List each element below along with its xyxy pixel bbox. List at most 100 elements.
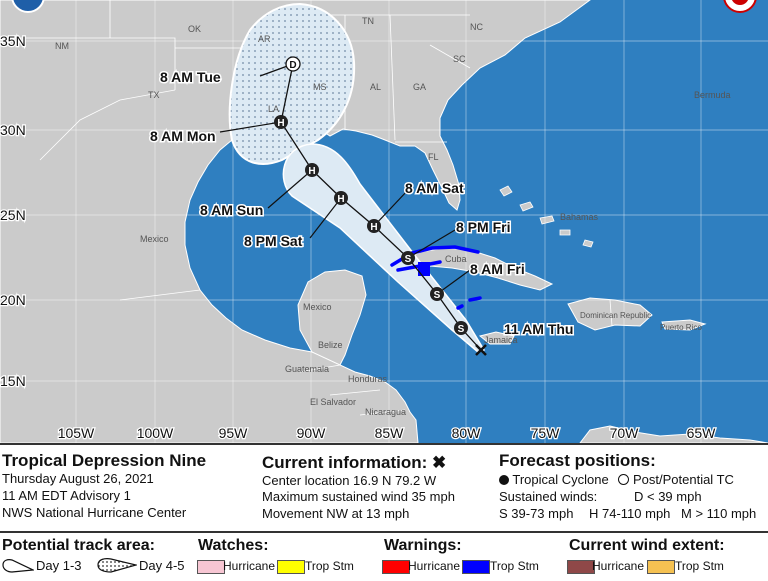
current-position-icon: ✖	[432, 453, 447, 472]
time-labels: 11 AM Thu 8 AM Fri 8 PM Fri 8 AM Sat 8 P…	[149, 68, 576, 339]
jamaica-island	[478, 331, 515, 345]
advisory-date: Thursday August 26, 2021	[2, 471, 154, 486]
warnings-heading: Warnings:	[384, 537, 462, 554]
forecast-point-7: D	[285, 56, 301, 72]
region-label: SC	[453, 54, 466, 64]
region-label: Puerto Rico	[660, 323, 702, 332]
svg-text:S: S	[405, 254, 412, 265]
wind-class-m: M > 110 mph	[681, 506, 757, 521]
forecast-point-2: S	[401, 251, 415, 265]
time-label-6: 8 AM Mon	[150, 128, 216, 144]
hispaniola-island	[567, 297, 653, 331]
region-labels: OK NM TX AR TN NC SC MS AL GA LA FL Berm…	[55, 16, 731, 417]
lon-label: 105W	[58, 425, 95, 441]
region-label: OK	[188, 24, 201, 34]
svg-text:S: S	[434, 290, 441, 301]
region-label: Nicaragua	[365, 407, 406, 417]
forecast-point-4: H	[334, 191, 348, 205]
hurricane-warning-label: Hurricane	[408, 559, 461, 573]
region-label: FL	[428, 152, 439, 162]
time-label-4: 8 PM Sat	[244, 233, 303, 249]
svg-text:H: H	[277, 118, 284, 129]
forecast-point-6: H	[274, 115, 288, 129]
tropical-storm-warning-patch	[418, 262, 430, 276]
south-america-coast	[579, 425, 768, 443]
hurricane-wind-swatch	[567, 560, 595, 574]
lon-label: 100W	[137, 425, 174, 441]
region-label: Belize	[318, 340, 343, 350]
svg-text:H: H	[308, 166, 315, 177]
lat-label: 15N	[0, 373, 26, 389]
time-label-3: 8 AM Sat	[405, 180, 464, 196]
svg-text:S: S	[458, 324, 465, 335]
noaa-logo	[11, 0, 45, 13]
lon-label: 70W	[610, 425, 640, 441]
forecast-positions-heading: Forecast positions:	[499, 451, 656, 470]
region-label: TX	[148, 90, 160, 100]
lat-label: 35N	[0, 33, 26, 49]
trop-storm-warning-label: Trop Stm	[490, 559, 539, 573]
svg-text:H: H	[337, 194, 344, 205]
region-label: TN	[362, 16, 374, 26]
lon-label: 80W	[452, 425, 482, 441]
trop-storm-wind-swatch	[647, 560, 675, 574]
nws-logo	[723, 0, 757, 13]
lon-label: 90W	[297, 425, 327, 441]
legend-divider	[0, 531, 768, 533]
hurricane-track-map: S S S H H H H D 11 AM Thu 8 AM Fri 8 PM …	[0, 0, 768, 443]
wind-class-s: S 39-73 mph	[499, 506, 574, 521]
region-label: Mexico	[303, 302, 332, 312]
lon-label: 85W	[375, 425, 405, 441]
region-label: Jamaica	[484, 335, 518, 345]
yucatan-peninsula	[297, 269, 367, 366]
hurricane-wind-label: Hurricane	[592, 559, 645, 573]
forecast-point-1: S	[430, 287, 444, 301]
wind-class-d: D < 39 mph	[634, 489, 702, 504]
day1-3-cone-icon	[2, 559, 34, 573]
trop-storm-watch-swatch	[277, 560, 305, 574]
storm-title: Tropical Depression Nine	[2, 451, 207, 470]
region-label: Bermuda	[694, 90, 731, 100]
lat-label: 25N	[0, 207, 26, 223]
open-circle-icon	[618, 474, 630, 485]
filled-circle-icon	[499, 475, 509, 485]
legend-panel: Tropical Depression Nine Thursday August…	[0, 443, 768, 581]
lat-label: 30N	[0, 122, 26, 138]
time-label-1: 8 AM Fri	[470, 261, 525, 277]
lon-label: 75W	[531, 425, 561, 441]
region-label: Cuba	[445, 254, 467, 264]
hurricane-watch-label: Hurricane	[223, 559, 276, 573]
forecast-point-0: S	[454, 321, 468, 335]
track-area-heading: Potential track area:	[2, 537, 155, 554]
advisory-number: 11 AM EDT Advisory 1	[2, 488, 131, 503]
region-label: MS	[313, 82, 327, 92]
lon-label: 65W	[687, 425, 717, 441]
current-position-marker	[475, 344, 487, 356]
trop-storm-warning-swatch	[462, 560, 490, 574]
bahamas-islands	[499, 185, 594, 248]
puerto-rico-island	[661, 319, 707, 331]
time-label-7: 8 AM Tue	[160, 69, 221, 85]
trop-storm-wind-label: Trop Stm	[675, 559, 724, 573]
time-label-5: 8 AM Sun	[200, 202, 263, 218]
forecast-point-5: H	[305, 163, 319, 177]
lon-label: 95W	[219, 425, 249, 441]
region-label: NM	[55, 41, 69, 51]
day1-3-label: Day 1-3	[36, 558, 82, 573]
forecast-point-3: H	[367, 219, 381, 233]
time-label-0: 11 AM Thu	[504, 321, 574, 337]
issuing-center: NWS National Hurricane Center	[2, 505, 187, 520]
hurricane-watch-swatch	[197, 560, 225, 574]
region-label: El Salvador	[310, 397, 356, 407]
center-location: Center location 16.9 N 79.2 W	[262, 473, 437, 488]
region-label: Dominican Republic	[580, 311, 651, 320]
day4-5-cone-icon	[97, 558, 137, 573]
region-label: Bahamas	[560, 212, 599, 222]
current-info-heading: Current information: ✖	[262, 453, 447, 472]
region-label: Honduras	[348, 374, 388, 384]
region-label: Mexico	[140, 234, 169, 244]
region-label: GA	[413, 82, 426, 92]
movement: Movement NW at 13 mph	[262, 506, 410, 521]
track-cone-day4-5	[228, 2, 356, 165]
watches-heading: Watches:	[198, 537, 269, 554]
